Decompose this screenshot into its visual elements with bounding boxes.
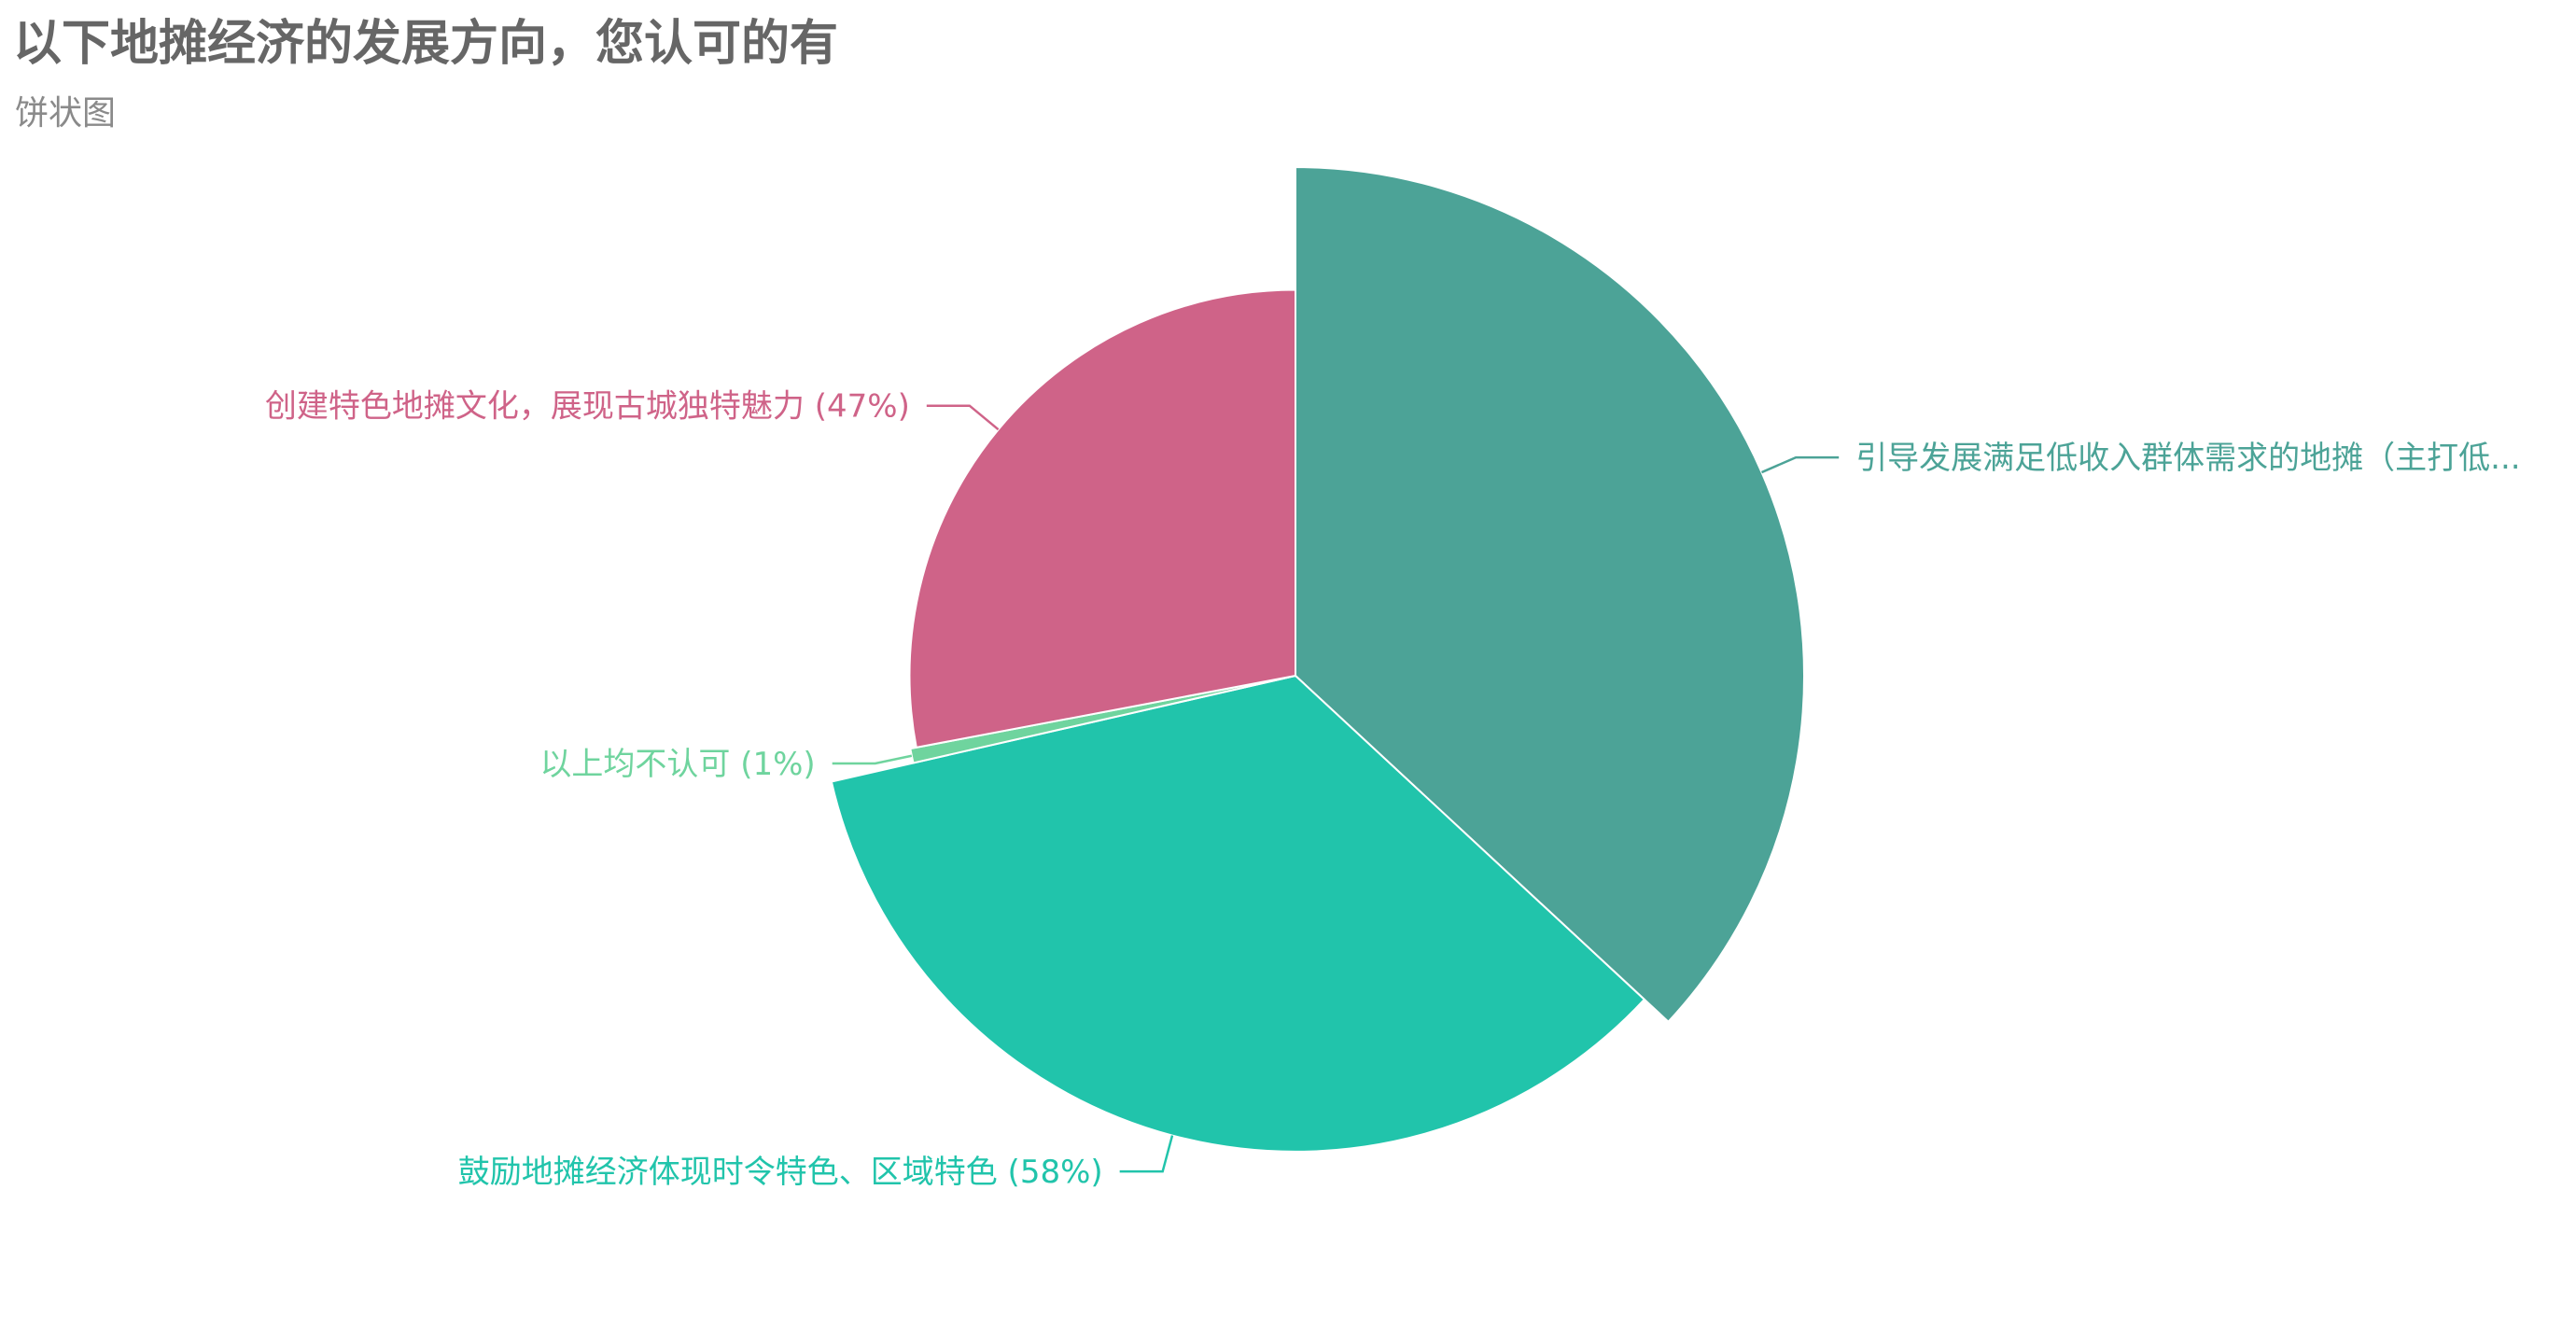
pie-label-2: 以上均不认可 (1%) xyxy=(539,746,815,783)
pie-slice-1[interactable] xyxy=(830,674,1646,1153)
pie-slice-3[interactable] xyxy=(908,288,1296,749)
pie-label-line-1 xyxy=(1119,1135,1174,1173)
pie-slice-0[interactable] xyxy=(1295,165,1805,1024)
chart-subtitle: 饼状图 xyxy=(15,94,117,133)
pie-slices xyxy=(830,165,1805,1153)
pie-label-1: 鼓励地摊经济体现时令特色、区域特色 (58%) xyxy=(458,1154,1103,1191)
pie-label-3: 创建特色地摊文化，展现古城独特魅力 (47%) xyxy=(265,388,910,426)
pie-label-0: 引导发展满足低收入群体需求的地摊（主打低... xyxy=(1855,440,2520,477)
pie-label-line-3 xyxy=(926,404,1000,431)
pie-labels: 引导发展满足低收入群体需求的地摊（主打低... 鼓励地摊经济体现时令特色、区域特色… xyxy=(265,388,2521,1191)
pie-label-line-2 xyxy=(832,754,913,765)
chart-title: 以下地摊经济的发展方向，您认可的有 xyxy=(13,16,839,72)
pie-label-line-0 xyxy=(1761,455,1840,474)
